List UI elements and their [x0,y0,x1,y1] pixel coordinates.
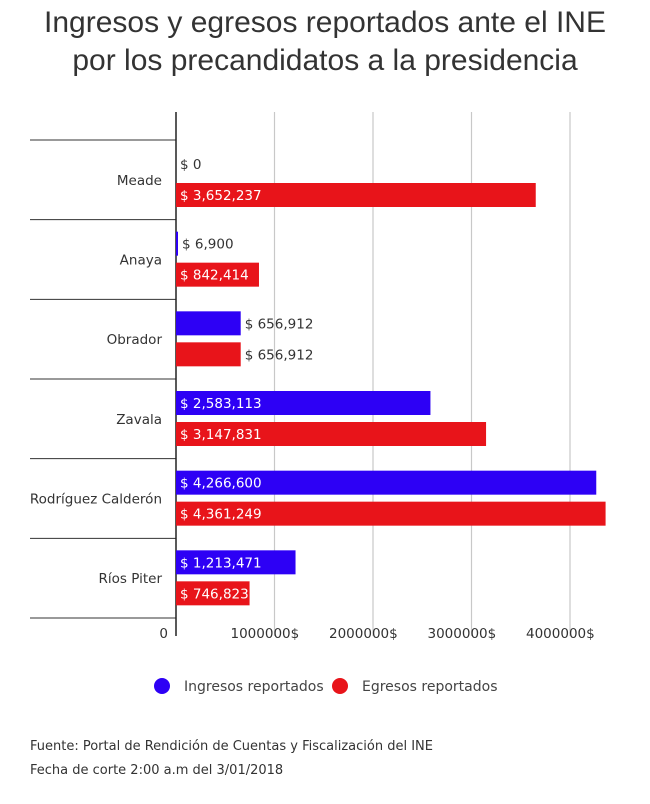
chart-title: Ingresos y egresos reportados ante el IN… [0,4,650,80]
category-label: Anaya [120,253,162,269]
footer: Fuente: Portal de Rendición de Cuentas y… [30,735,433,783]
legend-swatch [154,678,170,694]
data-label: $ 6,900 [182,237,234,253]
bar [176,422,487,446]
bar [176,183,536,207]
cutoff-note: Fecha de corte 2:00 a.m del 3/01/2018 [30,763,284,778]
x-tick-label: 1000000$ [231,626,300,642]
data-label: $ 3,652,237 [180,188,262,204]
x-tick-label: 4000000$ [526,626,595,642]
category-label: Ríos Piter [99,571,163,587]
x-tick-label: 0 [159,626,168,642]
bar [176,550,296,575]
data-label: $ 656,912 [245,316,314,332]
category-label: Meade [117,173,162,189]
bar [176,342,241,367]
data-label: $ 4,361,249 [180,507,262,523]
legend-label: Ingresos reportados [184,679,324,695]
x-tick-label: 2000000$ [329,626,398,642]
data-label: $ 746,823 [180,586,249,602]
data-label: $ 842,414 [180,268,249,284]
bar-chart: $ 0 $ 3,652,237 $ 6,900 $ 842,414 $ 656,912 $… [30,112,606,695]
data-label: $ 4,266,600 [180,476,262,492]
bars: $ 0 $ 3,652,237 $ 6,900 $ 842,414 $ 656,912 $… [176,157,606,606]
legend: Ingresos reportados Egresos reportados [154,678,497,695]
category-label: Rodríguez Calderón [30,492,162,508]
data-label: $ 0 [180,157,201,173]
legend-label: Egresos reportados [362,679,497,695]
chart-title-line-1: Ingresos y egresos reportados ante el IN… [44,6,606,39]
x-tick-label: 3000000$ [428,626,497,642]
data-label: $ 2,583,113 [180,396,262,412]
data-label: $ 3,147,831 [180,427,262,443]
legend-swatch [332,678,348,694]
category-label: Zavala [116,412,162,428]
bar [176,391,431,415]
bar [176,262,259,287]
chart-title-line-2: por los precandidatos a la presidencia [72,44,578,77]
bar [176,581,250,606]
data-label: $ 656,912 [245,347,314,363]
bar [176,501,606,526]
x-tick-labels: 0 1000000$ 2000000$ 3000000$ 4000000$ [159,626,594,642]
category-labels: Meade Anaya Obrador Zavala Rodríguez Calderó… [30,173,163,587]
data-label: $ 1,213,471 [180,555,262,571]
category-label: Obrador [107,332,163,348]
source-note: Fuente: Portal de Rendición de Cuentas y… [30,739,433,754]
bar [176,311,241,336]
bar [176,470,597,495]
bar [176,231,178,256]
